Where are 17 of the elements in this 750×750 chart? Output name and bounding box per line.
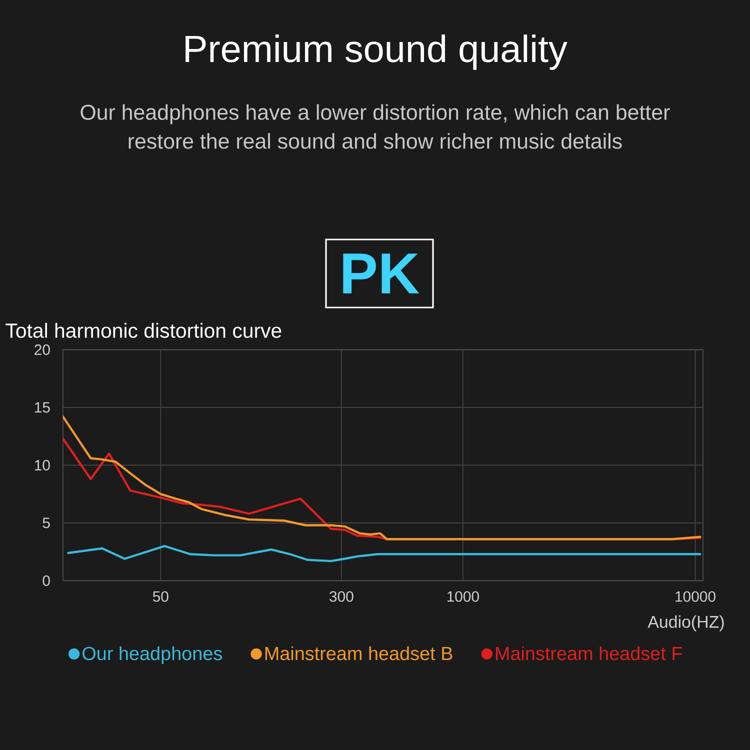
chart-title: Premium sound quality — [186, 34, 568, 70]
chart-subtitle: Our headphones have a lower distortion rate, which can better restore the real sound and show richer music details — [80, 104, 670, 149]
y-tick-label: 20 — [34, 344, 50, 355]
x-tick-label: 50 — [152, 591, 168, 602]
y-tick-label: 5 — [42, 518, 50, 528]
x-tick-label: 10000 — [676, 591, 716, 602]
legend-label: Mainstream headset B — [265, 646, 452, 660]
y-tick-label: 0 — [42, 575, 50, 586]
legend-label: Our headphones — [82, 646, 222, 664]
y-axis-title: Total harmonic distortion curve — [6, 322, 282, 338]
x-axis-title: Audio(HZ) — [648, 615, 724, 632]
y-tick-label: 10 — [35, 460, 50, 470]
y-tick-label: 15 — [35, 402, 50, 413]
legend-label: Mainstream headset F — [496, 646, 682, 660]
text: PK — [343, 254, 420, 294]
x-tick-label: 300 — [330, 591, 354, 602]
x-tick-label: 1000 — [447, 591, 479, 602]
